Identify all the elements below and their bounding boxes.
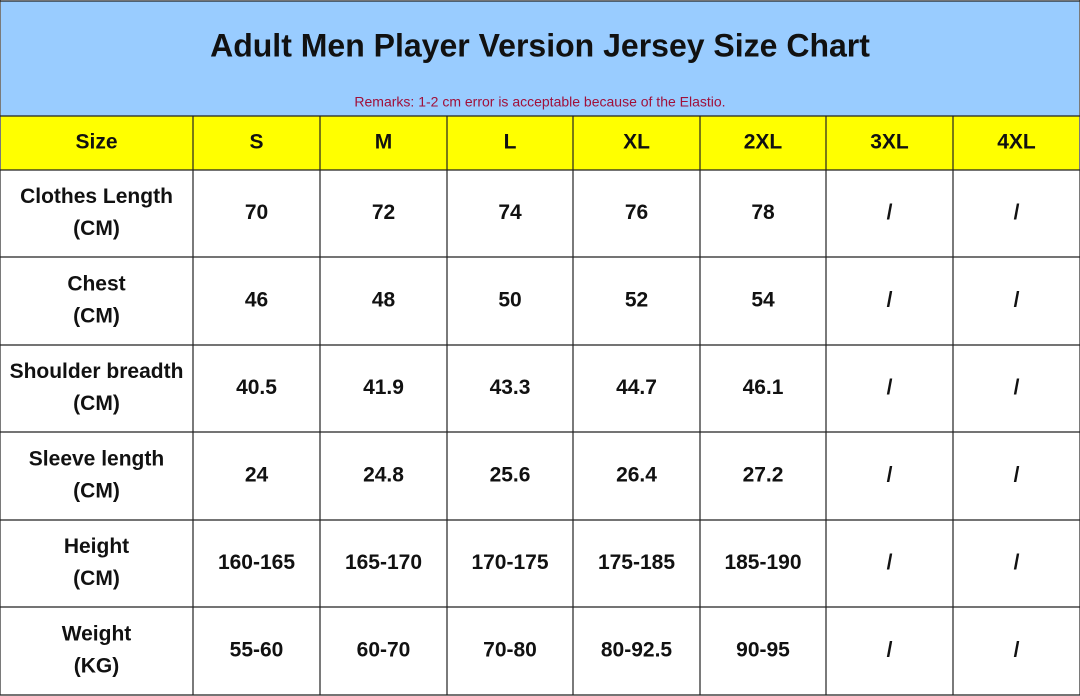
cell: 170-175	[471, 551, 548, 574]
cell: 90-95	[736, 639, 790, 662]
cell: 52	[625, 289, 648, 312]
title-band	[1, 1, 1079, 116]
header-cell: XL	[623, 131, 650, 154]
cell: 74	[498, 201, 522, 224]
cell: 70	[245, 201, 268, 224]
cell: 46	[245, 289, 268, 312]
header-cell: 4XL	[997, 131, 1036, 154]
cell: 43.3	[490, 376, 531, 399]
row-label: (CM)	[73, 480, 120, 503]
cell: 50	[498, 289, 521, 312]
cell: 48	[372, 289, 396, 312]
cell: /	[1014, 551, 1020, 574]
cell: 55-60	[230, 639, 284, 662]
title: Adult Men Player Version Jersey Size Cha…	[210, 27, 870, 63]
row-label: Weight	[62, 623, 132, 646]
cell: 44.7	[616, 376, 657, 399]
row-label: Height	[64, 535, 129, 558]
row-label: (CM)	[73, 392, 120, 415]
cell: /	[887, 289, 893, 312]
cell: 175-185	[598, 551, 675, 574]
cell: 60-70	[357, 639, 411, 662]
cell: 27.2	[743, 464, 784, 487]
cell: /	[1014, 201, 1020, 224]
cell: 80-92.5	[601, 639, 673, 662]
row-label: Clothes Length	[20, 185, 173, 208]
row-label: Sleeve length	[29, 448, 164, 471]
row-label: (CM)	[73, 217, 120, 240]
header-cell: 2XL	[744, 131, 783, 154]
cell: /	[887, 551, 893, 574]
cell: 185-190	[724, 551, 801, 574]
cell: 41.9	[363, 376, 404, 399]
row-label: (CM)	[73, 305, 120, 328]
cell: 160-165	[218, 551, 295, 574]
header-cell: S	[249, 131, 263, 154]
cell: /	[887, 376, 893, 399]
cell: 70-80	[483, 639, 537, 662]
row-label: Shoulder breadth	[10, 360, 184, 383]
remark: Remarks: 1-2 cm error is acceptable beca…	[354, 94, 725, 110]
cell: 25.6	[490, 464, 531, 487]
cell: /	[1014, 376, 1020, 399]
cell: 46.1	[743, 376, 784, 399]
cell: 165-170	[345, 551, 422, 574]
cell: 76	[625, 201, 648, 224]
cell: 26.4	[616, 464, 657, 487]
cell: /	[1014, 464, 1020, 487]
cell: 78	[751, 201, 775, 224]
row-label: (KG)	[74, 655, 120, 678]
header-band	[1, 116, 1079, 170]
row-label: (CM)	[73, 567, 120, 590]
cell: /	[1014, 639, 1020, 662]
cell: 24.8	[363, 464, 404, 487]
header-cell: M	[375, 131, 393, 154]
header-cell: Size	[75, 131, 117, 154]
cell: 54	[751, 289, 775, 312]
cell: 24	[245, 464, 269, 487]
cell: 40.5	[236, 376, 277, 399]
cell: /	[887, 464, 893, 487]
row-label: Chest	[67, 273, 125, 296]
cell: 72	[372, 201, 395, 224]
header-cell: 3XL	[870, 131, 909, 154]
cell: /	[887, 201, 893, 224]
cell: /	[1014, 289, 1020, 312]
cell: /	[887, 639, 893, 662]
header-cell: L	[504, 131, 517, 154]
